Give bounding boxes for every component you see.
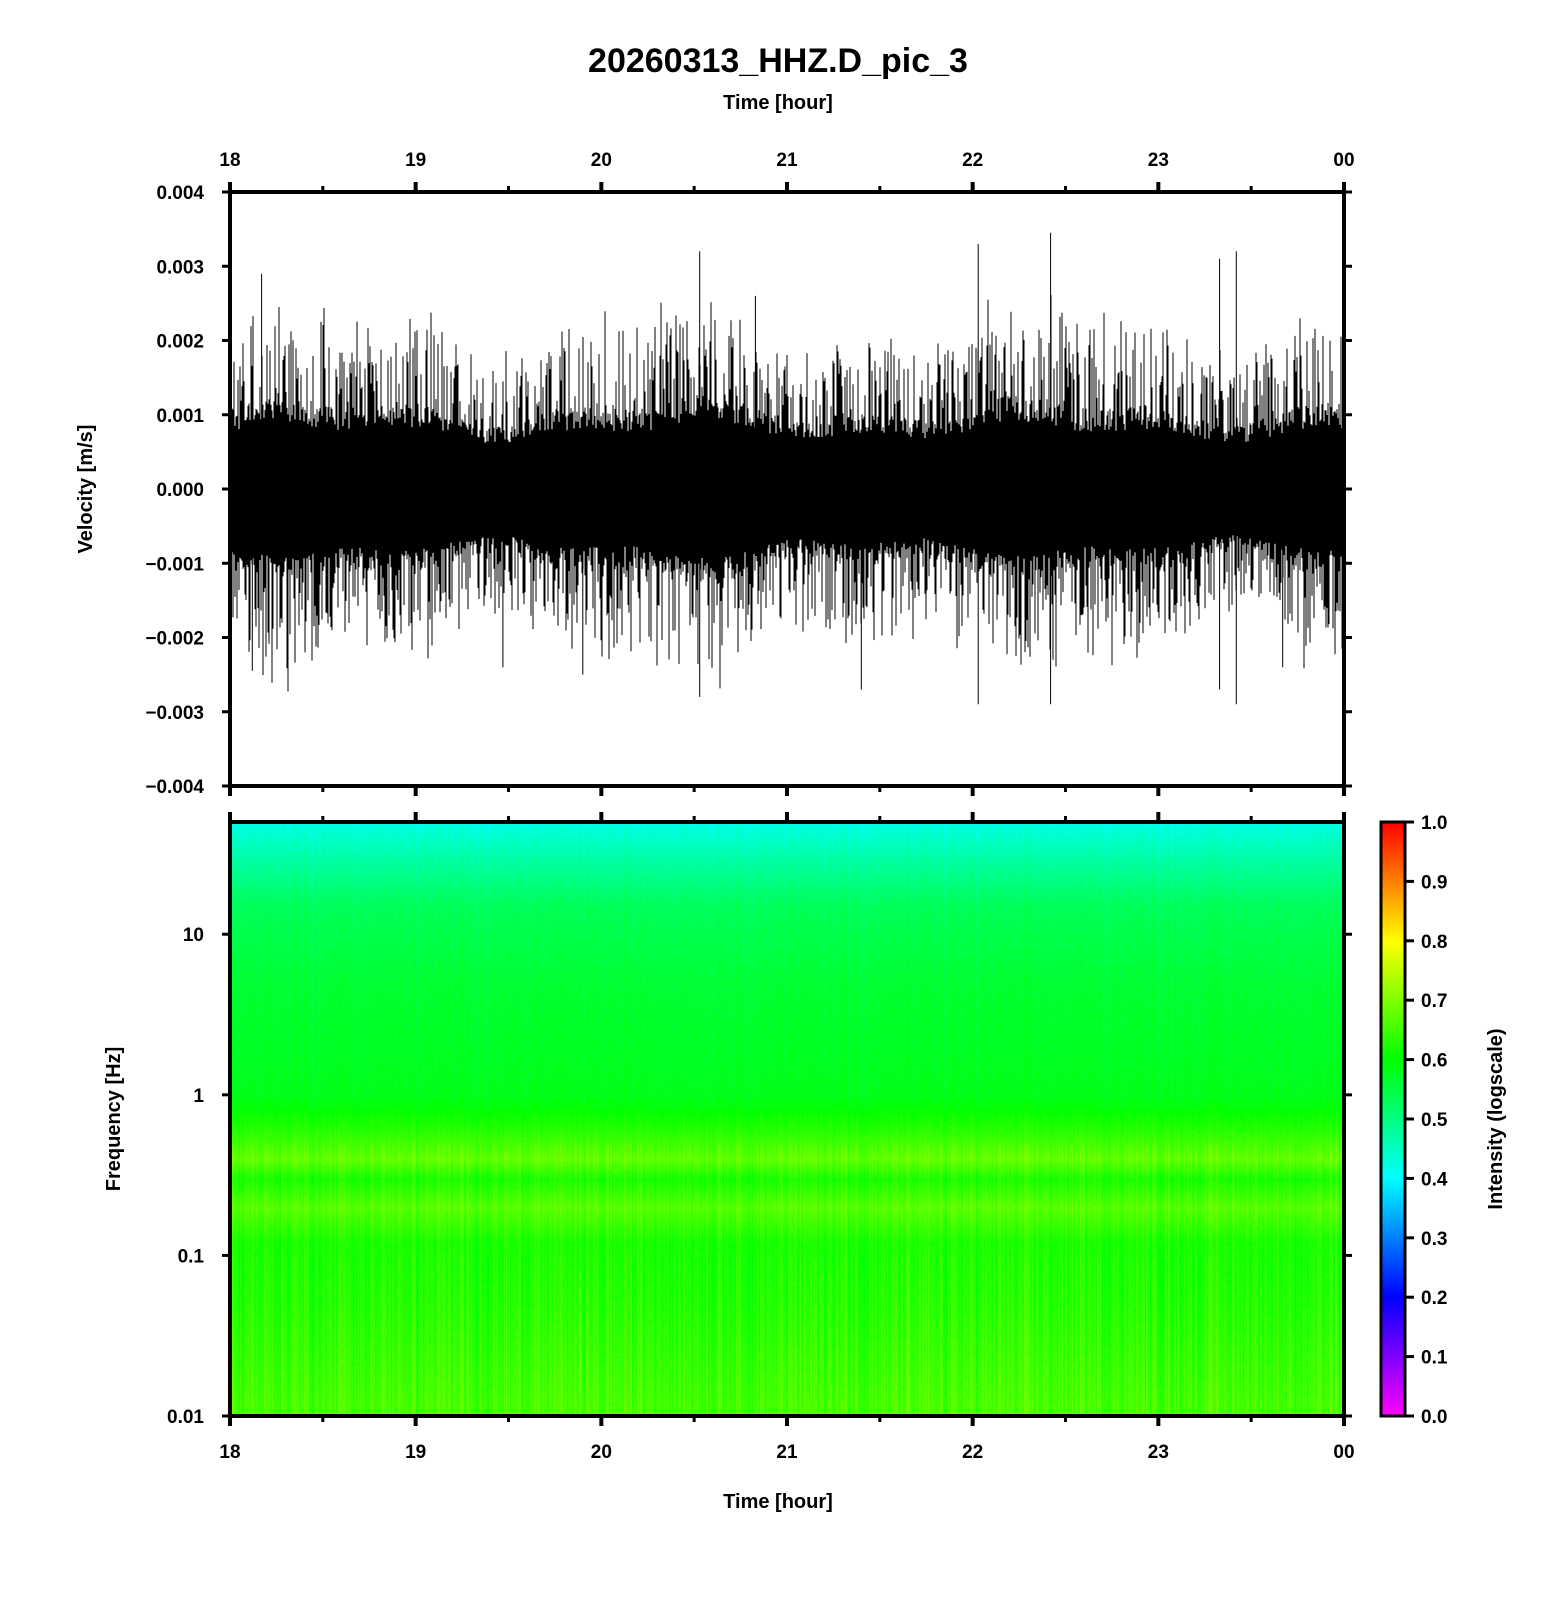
- colorbar-tick-label: 0.6: [1421, 1051, 1447, 1072]
- colorbar-tick-label: 0.7: [1421, 991, 1447, 1012]
- spectrogram-x-tick-label: 21: [776, 1442, 798, 1463]
- waveform-y-tick-label: 0.000: [156, 480, 204, 501]
- waveform-frame: [228, 190, 1346, 788]
- waveform-x-tick-label: 21: [776, 150, 798, 171]
- chart-title: 20260313_HHZ.D_pic_3: [588, 42, 968, 80]
- spectrogram-x-tick-label: 22: [962, 1442, 983, 1463]
- colorbar-tick-label: 0.0: [1421, 1407, 1447, 1428]
- colorbar: 1.0 0.9 0.8 0.7 0.6 0.5 0.4 0.3 0.2 0.1 0.0 Intens…: [1379, 813, 1507, 1428]
- waveform-line: [230, 232, 1343, 705]
- colorbar-tick-label: 0.8: [1421, 932, 1447, 953]
- spectrogram-x-tick-label: 19: [405, 1442, 426, 1463]
- spectrogram-x-tick-label: 18: [219, 1442, 240, 1463]
- waveform-y-tick-label: 0.001: [156, 406, 204, 427]
- spectrogram-panel: 10 1 0.1 0.01 18 19 20 21 22 23 00 Frequency [Hz]: [103, 812, 1355, 1463]
- colorbar-gradient: [1381, 822, 1405, 1416]
- colorbar-label: Intensity (logscale): [1485, 1028, 1507, 1209]
- spectrogram-y-tick-label: 0.01: [167, 1407, 204, 1428]
- waveform-panel: 0.004 0.003 0.002 0.001 0.000 −0.001 −0.002 −0.…: [75, 150, 1355, 798]
- top-x-axis-label: Time [hour]: [723, 92, 833, 114]
- colorbar-tick-label: 0.9: [1421, 872, 1447, 893]
- waveform-y-tick-label: −0.002: [145, 629, 204, 650]
- waveform-x-tick-label: 20: [591, 150, 612, 171]
- waveform-y-tick-label: 0.003: [156, 257, 204, 278]
- colorbar-ticks: 1.0 0.9 0.8 0.7 0.6 0.5 0.4 0.3 0.2 0.1 0.0: [1405, 813, 1448, 1428]
- bottom-x-axis-label: Time [hour]: [723, 1491, 833, 1513]
- waveform-y-tick-label: 0.002: [156, 332, 204, 353]
- waveform-x-tick-label: 19: [405, 150, 426, 171]
- waveform-y-tick-label: −0.003: [145, 703, 204, 724]
- spectrogram-frame: [228, 820, 1346, 1418]
- colorbar-tick-label: 0.3: [1421, 1229, 1447, 1250]
- spectrogram-x-tick-label: 00: [1333, 1442, 1354, 1463]
- waveform-x-tick-label: 22: [962, 150, 983, 171]
- spectrogram-x-tick-label: 23: [1148, 1442, 1169, 1463]
- spectrogram-y-axis-label: Frequency [Hz]: [103, 1047, 125, 1191]
- colorbar-tick-label: 0.1: [1421, 1348, 1448, 1369]
- waveform-y-tick-label: 0.004: [156, 183, 204, 204]
- waveform-y-tick-label: −0.001: [145, 554, 204, 575]
- spectrogram-y-tick-label: 10: [183, 925, 204, 946]
- colorbar-tick-label: 0.4: [1421, 1169, 1448, 1190]
- colorbar-tick-label: 1.0: [1421, 813, 1447, 834]
- spectrogram-x-tick-label: 20: [591, 1442, 612, 1463]
- colorbar-tick-label: 0.2: [1421, 1288, 1447, 1309]
- waveform-x-tick-label: 18: [219, 150, 240, 171]
- waveform-y-tick-label: −0.004: [145, 777, 204, 798]
- spectrogram-y-tick-label: 1: [193, 1086, 204, 1107]
- spectrogram-heatmap: [230, 822, 1344, 1416]
- waveform-x-tick-label: 23: [1148, 150, 1169, 171]
- spectrogram-y-tick-label: 0.1: [178, 1246, 205, 1267]
- waveform-y-axis-label: Velocity [m/s]: [75, 425, 97, 554]
- colorbar-tick-label: 0.5: [1421, 1110, 1448, 1131]
- waveform-x-tick-label: 00: [1333, 150, 1354, 171]
